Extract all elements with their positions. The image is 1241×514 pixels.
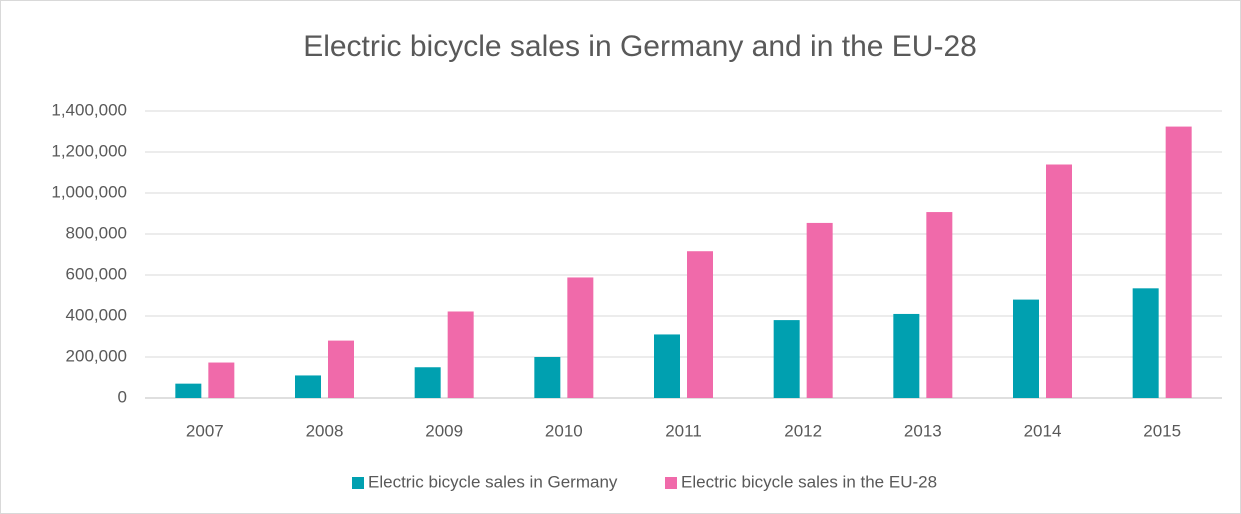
- legend-swatch: [352, 477, 364, 489]
- bar: [773, 320, 800, 398]
- legend-label: Electric bicycle sales in Germany: [368, 472, 618, 491]
- bar: [1013, 299, 1039, 398]
- bar: [687, 251, 713, 398]
- bar: [208, 362, 235, 398]
- x-tick-label: 2011: [665, 421, 702, 440]
- bar: [1165, 126, 1192, 398]
- y-tick-label: 800,000: [66, 223, 127, 242]
- bar: [175, 383, 202, 398]
- y-tick-label: 1,000,000: [51, 182, 127, 201]
- bar: [328, 340, 354, 398]
- bar: [567, 277, 594, 398]
- bar: [893, 313, 920, 398]
- bar: [1132, 288, 1159, 398]
- x-tick-label: 2007: [186, 421, 224, 440]
- bar: [414, 367, 441, 398]
- legend-swatch: [665, 477, 677, 489]
- x-tick-label: 2013: [904, 421, 942, 440]
- bar: [1046, 164, 1072, 398]
- x-tick-label: 2015: [1143, 421, 1181, 440]
- chart-title: Electric bicycle sales in Germany and in…: [303, 30, 977, 63]
- x-tick-label: 2014: [1024, 421, 1062, 440]
- y-tick-label: 600,000: [66, 264, 127, 283]
- bar: [926, 212, 953, 398]
- y-tick-label: 0: [118, 387, 127, 406]
- x-tick-label: 2008: [306, 421, 344, 440]
- bar: [295, 375, 321, 398]
- x-tick-label: 2012: [784, 421, 822, 440]
- bar: [447, 311, 474, 398]
- bar: [806, 222, 833, 398]
- bar: [534, 357, 561, 398]
- x-tick-label: 2009: [425, 421, 463, 440]
- y-tick-label: 1,200,000: [51, 141, 127, 160]
- x-tick-label: 2010: [545, 421, 583, 440]
- legend-label: Electric bicycle sales in the EU-28: [681, 472, 937, 491]
- y-tick-label: 1,400,000: [51, 100, 127, 119]
- y-tick-label: 200,000: [66, 346, 127, 365]
- y-tick-label: 400,000: [66, 305, 127, 324]
- bar: [654, 334, 680, 398]
